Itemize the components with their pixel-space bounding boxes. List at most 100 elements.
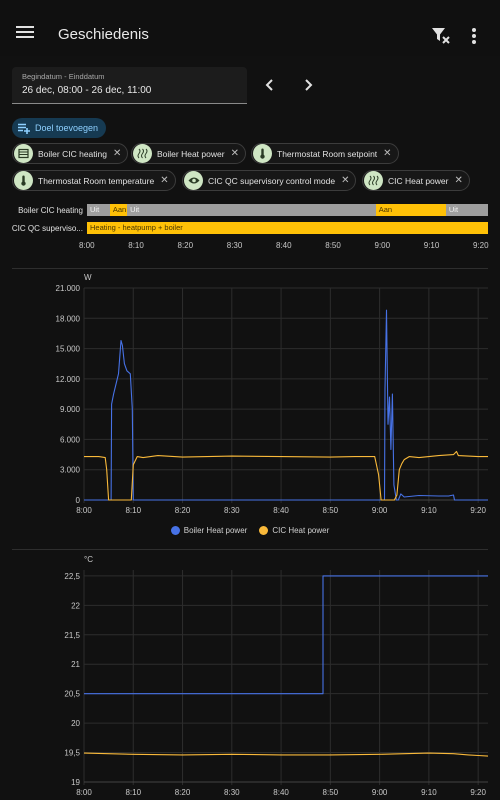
- chip-label: Boiler Heat power: [157, 148, 225, 159]
- y-tick-label: 21.000: [56, 284, 81, 293]
- add-target-label: Doel toevoegen: [35, 123, 99, 133]
- next-period-button[interactable]: [301, 78, 315, 92]
- x-tick-label: 8:20: [175, 788, 191, 797]
- more-vertical-icon[interactable]: [472, 28, 476, 44]
- timeline-tick-label: 9:00: [374, 241, 391, 250]
- y-tick-label: 15.000: [56, 345, 81, 354]
- chip-thermostat-room-temperature[interactable]: Thermostat Room temperature ✕: [12, 170, 176, 191]
- heat-wave-icon: [133, 144, 152, 163]
- divider: [12, 268, 488, 269]
- power-line-chart: W 0 3.000 6.000 9.000 12.000 15.000 18.000 21.00…: [56, 273, 488, 515]
- close-icon[interactable]: ✕: [341, 174, 350, 186]
- legend-item-cic-heat-power[interactable]: CIC Heat power: [259, 526, 329, 535]
- y-axis-unit: °C: [84, 555, 93, 564]
- chip-thermostat-room-setpoint[interactable]: Thermostat Room setpoint ✕: [251, 143, 399, 164]
- timeline-tick-label: 8:00: [79, 241, 95, 250]
- legend-dot: [170, 526, 180, 535]
- filter-clear-icon[interactable]: [431, 27, 451, 45]
- y-tick-label: 0: [76, 496, 81, 505]
- previous-period-button[interactable]: [263, 78, 277, 92]
- legend-label: Boiler Heat power: [183, 526, 248, 535]
- timeline-tick-label: 8:10: [128, 241, 144, 250]
- page-title: Geschiedenis: [58, 26, 149, 43]
- close-icon[interactable]: ✕: [454, 174, 463, 186]
- y-tick-label: 21,5: [64, 631, 80, 640]
- chip-label: CIC QC supervisory control mode: [208, 175, 336, 186]
- close-icon[interactable]: ✕: [230, 147, 239, 159]
- x-tick-label: 8:50: [323, 506, 339, 515]
- close-icon[interactable]: ✕: [160, 174, 169, 186]
- x-tick-label: 9:20: [470, 788, 486, 797]
- y-tick-label: 22,5: [64, 572, 80, 581]
- y-tick-label: 19: [71, 778, 80, 787]
- timeline-segment-off[interactable]: Uit: [127, 204, 376, 216]
- x-tick-label: 8:00: [76, 788, 92, 797]
- playlist-add-icon: [18, 123, 30, 134]
- timeline-segment-on[interactable]: Aan: [375, 204, 446, 216]
- chevron-left-icon: [265, 79, 273, 91]
- timeline-row-label: Boiler CIC heating: [18, 206, 83, 215]
- y-tick-label: 6.000: [60, 435, 81, 444]
- y-tick-label: 12.000: [56, 375, 81, 384]
- x-tick-label: 8:10: [125, 506, 141, 515]
- chip-label: Thermostat Room setpoint: [277, 148, 378, 159]
- timeline-tick-label: 8:40: [276, 241, 292, 250]
- hamburger-menu-icon[interactable]: [16, 26, 34, 38]
- y-tick-label: 20: [71, 719, 80, 728]
- timeline-row-label: CIC QC superviso...: [11, 224, 83, 233]
- date-range-field[interactable]: Begindatum - Einddatum 26 dec, 08:00 - 2…: [12, 67, 247, 104]
- timeline-segment-off[interactable]: Uit: [87, 204, 110, 216]
- app-bar: Geschiedenis: [0, 0, 500, 56]
- timeline-tick-label: 9:10: [423, 241, 440, 250]
- x-tick-label: 8:20: [175, 506, 191, 515]
- chip-cic-heat-power[interactable]: CIC Heat power ✕: [362, 170, 470, 191]
- x-tick-label: 9:20: [470, 506, 486, 515]
- add-target-button[interactable]: Doel toevoegen: [12, 118, 107, 138]
- series-line-boiler-heat-power[interactable]: [84, 309, 488, 501]
- y-tick-label: 18.000: [56, 314, 81, 323]
- close-icon[interactable]: ✕: [112, 147, 122, 159]
- timeline-segment-on[interactable]: Aan: [109, 204, 128, 216]
- chip-boiler-cic-heating[interactable]: Boiler CIC heating ✕: [12, 143, 129, 164]
- legend-dot: [259, 526, 269, 535]
- y-tick-label: 19,5: [64, 749, 80, 758]
- chevron-right-icon: [305, 79, 313, 91]
- x-tick-label: 8:40: [273, 506, 289, 515]
- y-tick-label: 9.000: [60, 405, 81, 414]
- date-range-label: Begindatum - Einddatum: [22, 72, 105, 81]
- series-line-thermostat-room-setpoint[interactable]: [84, 575, 488, 695]
- timeline-tick-label: 8:30: [226, 241, 243, 250]
- y-tick-label: 3.000: [60, 466, 81, 475]
- date-range-value: 26 dec, 08:00 - 26 dec, 11:00: [22, 85, 152, 96]
- power-chart-legend: Boiler Heat power CIC Heat power: [0, 526, 500, 535]
- radiator-icon: [14, 144, 33, 163]
- timeline-tick-label: 8:50: [325, 241, 341, 250]
- x-tick-label: 8:40: [273, 788, 289, 797]
- legend-label: CIC Heat power: [272, 526, 330, 535]
- timeline-segment-on[interactable]: Heating - heatpump + boiler: [87, 222, 488, 234]
- x-tick-label: 8:50: [323, 788, 339, 797]
- x-tick-label: 9:00: [372, 788, 388, 797]
- divider: [12, 549, 488, 550]
- series-line-thermostat-room-temperature[interactable]: [83, 752, 489, 757]
- y-tick-label: 20,5: [64, 690, 80, 699]
- chip-label: Thermostat Room temperature: [38, 175, 155, 186]
- y-tick-label: 22: [71, 601, 80, 610]
- x-tick-label: 9:10: [421, 506, 437, 515]
- chip-label: Boiler CIC heating: [38, 148, 107, 159]
- timeline-segment-off[interactable]: Uit: [445, 204, 488, 216]
- x-tick-label: 8:30: [224, 506, 240, 515]
- thermometer-icon: [253, 144, 272, 163]
- temperature-line-chart: °C 19 19,5 20 20,5 21 21,5 22 22,5 8:00 8:10 8:20 8:…: [64, 555, 489, 797]
- x-tick-label: 8:00: [76, 506, 92, 515]
- y-tick-label: 21: [71, 660, 80, 669]
- series-line-cic-heat-power[interactable]: [84, 450, 488, 501]
- legend-item-boiler-heat-power[interactable]: Boiler Heat power: [170, 526, 248, 535]
- chip-label: CIC Heat power: [388, 175, 449, 186]
- chip-boiler-heat-power[interactable]: Boiler Heat power ✕: [131, 143, 246, 164]
- timeline-tick-label: 8:20: [177, 241, 194, 250]
- chip-cic-qc-supervisory-control-mode[interactable]: CIC QC supervisory control mode ✕: [182, 170, 357, 191]
- timeline-tick-label: 9:20: [473, 241, 489, 250]
- x-tick-label: 8:30: [224, 788, 240, 797]
- close-icon[interactable]: ✕: [383, 147, 392, 159]
